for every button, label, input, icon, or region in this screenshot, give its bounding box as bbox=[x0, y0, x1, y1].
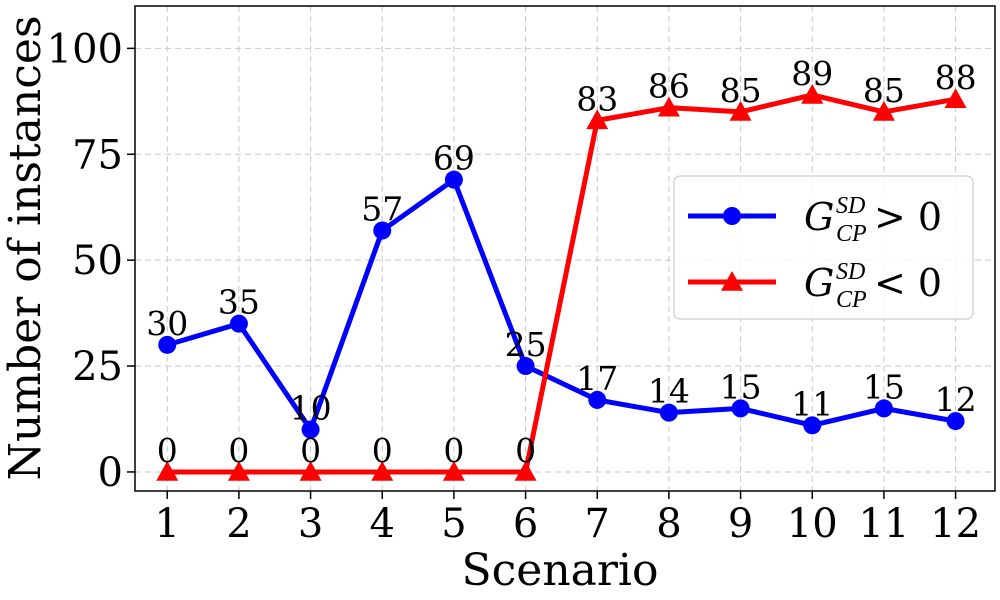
triangle-marker bbox=[299, 460, 322, 481]
x-tick-label: 2 bbox=[226, 501, 251, 547]
y-axis-label: Number of instances bbox=[0, 15, 51, 480]
circle-marker bbox=[731, 399, 750, 418]
y-tick-label: 50 bbox=[72, 238, 123, 284]
triangle-marker bbox=[944, 88, 967, 108]
series-line bbox=[167, 92, 957, 475]
x-tick-label: 1 bbox=[155, 501, 180, 547]
y-tick-label: 25 bbox=[72, 344, 123, 390]
data-label: 0 bbox=[157, 431, 178, 470]
plot-frame bbox=[134, 5, 996, 492]
data-label: 0 bbox=[372, 431, 393, 470]
data-label: 88 bbox=[935, 58, 977, 97]
triangle-marker bbox=[801, 83, 824, 104]
data-label: 85 bbox=[863, 71, 905, 110]
circle-marker bbox=[516, 357, 535, 376]
data-label: 0 bbox=[515, 431, 536, 470]
data-label: 10 bbox=[290, 389, 332, 428]
legend-triangle-marker bbox=[721, 271, 743, 291]
data-label: 85 bbox=[720, 71, 762, 110]
legend-circle-marker bbox=[723, 207, 741, 225]
data-label: 15 bbox=[863, 367, 905, 406]
y-tick-label: 0 bbox=[98, 450, 123, 496]
legend-label-sub: CP bbox=[836, 221, 867, 247]
legend-label-relation: > 0 bbox=[874, 195, 942, 239]
data-label: 14 bbox=[648, 372, 690, 411]
circle-marker bbox=[803, 416, 822, 435]
data-label: 89 bbox=[791, 54, 833, 93]
triangle-marker bbox=[371, 460, 394, 481]
data-labels: 30 35 10 57 69 25 17 14 15 11 15 12 0 0 0 0 0 0 83 86 85 89 85… bbox=[146, 54, 976, 470]
series-line bbox=[166, 177, 957, 433]
series-positive bbox=[158, 170, 965, 439]
data-label: 25 bbox=[505, 325, 547, 364]
data-label: 57 bbox=[361, 189, 403, 228]
triangle-marker bbox=[586, 109, 609, 130]
data-label: 0 bbox=[443, 431, 464, 470]
x-tick-label: 3 bbox=[298, 501, 323, 547]
y-tick-label: 100 bbox=[47, 26, 123, 72]
series-negative bbox=[156, 83, 967, 481]
data-label: 11 bbox=[791, 384, 833, 423]
legend-label-sup: SD bbox=[836, 193, 865, 219]
data-label: 35 bbox=[218, 283, 260, 322]
triangle-marker bbox=[872, 100, 895, 121]
circle-marker bbox=[301, 420, 320, 439]
circle-marker bbox=[373, 221, 392, 240]
data-label: 15 bbox=[720, 367, 762, 406]
x-tick-label: 10 bbox=[787, 501, 838, 547]
circle-marker bbox=[874, 399, 893, 418]
x-tick-label: 8 bbox=[656, 501, 681, 547]
series-layer bbox=[156, 83, 967, 481]
circle-marker bbox=[588, 390, 607, 409]
data-label: 69 bbox=[433, 139, 475, 178]
y-tick-label: 75 bbox=[72, 132, 123, 178]
legend-label-main: G bbox=[804, 195, 834, 239]
x-tick-label: 7 bbox=[585, 501, 610, 547]
x-tick-label: 5 bbox=[441, 501, 466, 547]
data-label: 86 bbox=[648, 67, 690, 106]
data-label: 0 bbox=[300, 431, 321, 470]
data-label: 30 bbox=[146, 304, 188, 343]
data-label: 17 bbox=[576, 359, 618, 398]
triangle-marker bbox=[227, 460, 250, 481]
data-label: 0 bbox=[228, 431, 249, 470]
x-tick-label: 6 bbox=[513, 501, 538, 547]
circle-marker bbox=[158, 335, 177, 354]
circle-marker bbox=[444, 170, 463, 189]
legend-label-relation: < 0 bbox=[874, 261, 942, 305]
x-tick-label: 12 bbox=[930, 501, 981, 547]
legend-label-main: G bbox=[804, 261, 834, 305]
triangle-marker bbox=[657, 96, 680, 117]
triangle-marker bbox=[156, 460, 179, 481]
x-tick-label: 11 bbox=[858, 501, 909, 547]
x-axis-label: Scenario bbox=[462, 545, 659, 596]
circle-marker bbox=[229, 314, 248, 333]
data-label: 12 bbox=[935, 380, 977, 419]
legend-label-sub: CP bbox=[836, 287, 867, 313]
circle-marker bbox=[659, 403, 678, 422]
triangle-marker bbox=[729, 100, 752, 121]
x-tick-label: 4 bbox=[370, 501, 395, 547]
triangle-marker bbox=[442, 460, 465, 481]
triangle-marker bbox=[514, 460, 537, 481]
x-tick-label: 9 bbox=[728, 501, 753, 547]
grid bbox=[135, 6, 995, 491]
legend-label-sup: SD bbox=[836, 259, 865, 285]
data-label: 83 bbox=[576, 79, 618, 118]
circle-marker bbox=[946, 412, 965, 431]
